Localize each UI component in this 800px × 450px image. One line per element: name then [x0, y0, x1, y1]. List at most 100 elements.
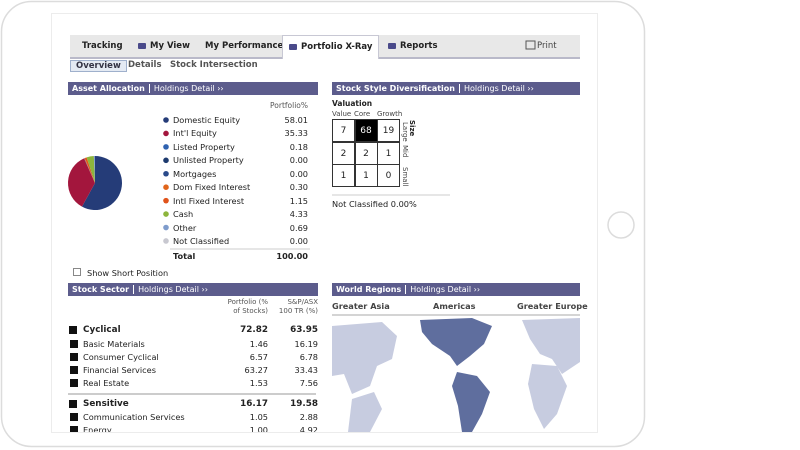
holdings-link[interactable]: Holdings Detail ››: [410, 285, 481, 294]
tab[interactable]: Portfolio X-Ray: [282, 35, 380, 59]
sector-icon: [70, 426, 78, 432]
pie-slice: [84, 158, 95, 183]
row-label: Domestic Equity: [173, 115, 241, 125]
row-value: 1.15: [289, 195, 308, 206]
subtab[interactable]: Stock Intersection: [170, 60, 258, 70]
size-header: Size: [408, 120, 416, 137]
legend-dot: [163, 170, 169, 177]
row-label: Listed Property: [173, 141, 235, 152]
tab-label: My View: [150, 41, 190, 51]
region-label: Americas: [433, 301, 476, 311]
holdings-link[interactable]: Holdings Detail ››: [463, 84, 534, 93]
sector-index: 2.88: [299, 412, 318, 422]
sector-label: Energy: [83, 425, 112, 432]
sector-portfolio: 72.82: [240, 325, 268, 335]
sector-label: Basic Materials: [83, 339, 145, 349]
sector-portfolio: 63.27: [244, 365, 268, 375]
row-label: Dom Fixed Interest: [173, 182, 251, 193]
legend-dot: [163, 117, 169, 123]
sector-label: Financial Services: [83, 365, 156, 375]
sector-icon: [69, 326, 77, 334]
legend-dot: [163, 184, 169, 190]
tab[interactable]: My View: [138, 35, 190, 57]
valuation-label: Valuation: [332, 99, 373, 108]
row-label: Not Classified: [173, 235, 230, 246]
separator: [133, 285, 135, 294]
sector-index: 7.56: [299, 378, 318, 388]
panel-header: Asset Allocation Holdings Detail ››: [68, 82, 318, 95]
tab[interactable]: My Performance: [205, 35, 283, 57]
row-value: 0.00: [289, 168, 308, 179]
sector-portfolio: 6.57: [249, 352, 268, 362]
sector-portfolio: 16.17: [240, 399, 268, 409]
style-column: Value: [332, 110, 352, 118]
total-value: 100.00: [276, 251, 308, 261]
row-value: 0.69: [289, 222, 308, 233]
panel-header: World Regions Holdings Detail ››: [332, 283, 580, 296]
row-value: 58.01: [284, 115, 308, 125]
tab[interactable]: Tracking: [82, 35, 123, 57]
legend-dot: [163, 238, 169, 244]
pie-slice: [81, 156, 122, 210]
row-value: 0.00: [289, 235, 308, 246]
style-cell: 68: [354, 119, 378, 142]
legend-dot: [163, 224, 169, 231]
legend-dot: [163, 130, 169, 137]
not-classified: Not Classified 0.00%: [332, 199, 417, 209]
sector-index: 16.19: [294, 339, 318, 349]
pie-slice: [68, 158, 95, 207]
sector-index: 4.92: [299, 425, 318, 432]
print-button[interactable]: Print: [537, 41, 557, 51]
print-icon: [525, 40, 536, 50]
sector-icon: [70, 413, 78, 421]
sector-portfolio: 1.05: [249, 412, 268, 422]
style-cell: 19: [377, 119, 400, 142]
style-cell: 7: [332, 119, 355, 142]
sector-icon: [70, 366, 78, 374]
row-label: Other: [173, 222, 197, 233]
style-column: Core: [354, 110, 371, 118]
style-column: Growth: [377, 110, 403, 118]
row-label: Intl Fixed Interest: [173, 195, 245, 206]
pie-slice: [86, 156, 95, 183]
holdings-link[interactable]: Holdings Detail ››: [138, 285, 208, 294]
sector-index: 63.95: [290, 325, 318, 335]
checkbox[interactable]: [73, 268, 81, 276]
screen: Tracking My View My Performance Portfolio X…: [52, 14, 597, 432]
row-value: 0.30: [289, 182, 308, 193]
checkbox-label: Show Short Position: [87, 268, 169, 278]
row-label: Unlisted Property: [173, 155, 244, 166]
legend-dot: [163, 211, 169, 217]
pie-slice: [84, 157, 95, 183]
style-cell: 0: [377, 164, 400, 187]
panel-title: Asset Allocation: [72, 84, 145, 93]
sector-icon: [70, 379, 78, 387]
sector-icon: [70, 340, 78, 348]
tab-label: Tracking: [82, 41, 123, 51]
sector-icon: [69, 400, 77, 408]
style-cell: 2: [354, 141, 378, 165]
pie-slice: [93, 156, 95, 183]
row-label: Cash: [173, 209, 194, 220]
world-map: [332, 318, 580, 432]
panel-title: Stock Style Diversification: [336, 84, 455, 93]
row-value: 35.33: [284, 128, 308, 139]
separator: [458, 84, 460, 93]
legend-dot: [163, 144, 169, 150]
sector-label: Consumer Cyclical: [83, 352, 159, 362]
tab-label: Portfolio X-Ray: [301, 42, 373, 52]
holdings-link[interactable]: Holdings Detail ››: [153, 84, 224, 93]
subtab[interactable]: Details: [128, 60, 162, 70]
tab[interactable]: Reports: [388, 35, 438, 57]
sector-label: Real Estate: [83, 378, 130, 388]
sector-icon: [70, 353, 78, 361]
row-value: 0.00: [289, 155, 308, 166]
subtab[interactable]: Overview: [70, 60, 127, 72]
style-cell: 2: [332, 141, 355, 165]
pie-slice: [84, 158, 95, 183]
panel-title: Stock Sector: [72, 285, 130, 294]
tab-label: Reports: [400, 41, 438, 51]
sector-label: Cyclical: [83, 325, 121, 335]
sector-col: Portfolio (% of Stocks): [227, 298, 268, 315]
